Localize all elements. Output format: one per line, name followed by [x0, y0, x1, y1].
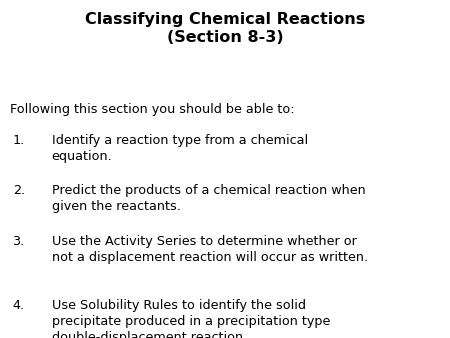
Text: 2.: 2.	[13, 184, 25, 197]
Text: Following this section you should be able to:: Following this section you should be abl…	[10, 103, 294, 116]
Text: 3.: 3.	[13, 235, 25, 248]
Text: Classifying Chemical Reactions
(Section 8-3): Classifying Chemical Reactions (Section …	[85, 12, 365, 45]
Text: 1.: 1.	[13, 134, 25, 146]
Text: Use Solubility Rules to identify the solid
precipitate produced in a precipitati: Use Solubility Rules to identify the sol…	[52, 299, 330, 338]
Text: 4.: 4.	[13, 299, 25, 312]
Text: Predict the products of a chemical reaction when
given the reactants.: Predict the products of a chemical react…	[52, 184, 365, 213]
Text: Identify a reaction type from a chemical
equation.: Identify a reaction type from a chemical…	[52, 134, 308, 163]
Text: Use the Activity Series to determine whether or
not a displacement reaction will: Use the Activity Series to determine whe…	[52, 235, 368, 264]
